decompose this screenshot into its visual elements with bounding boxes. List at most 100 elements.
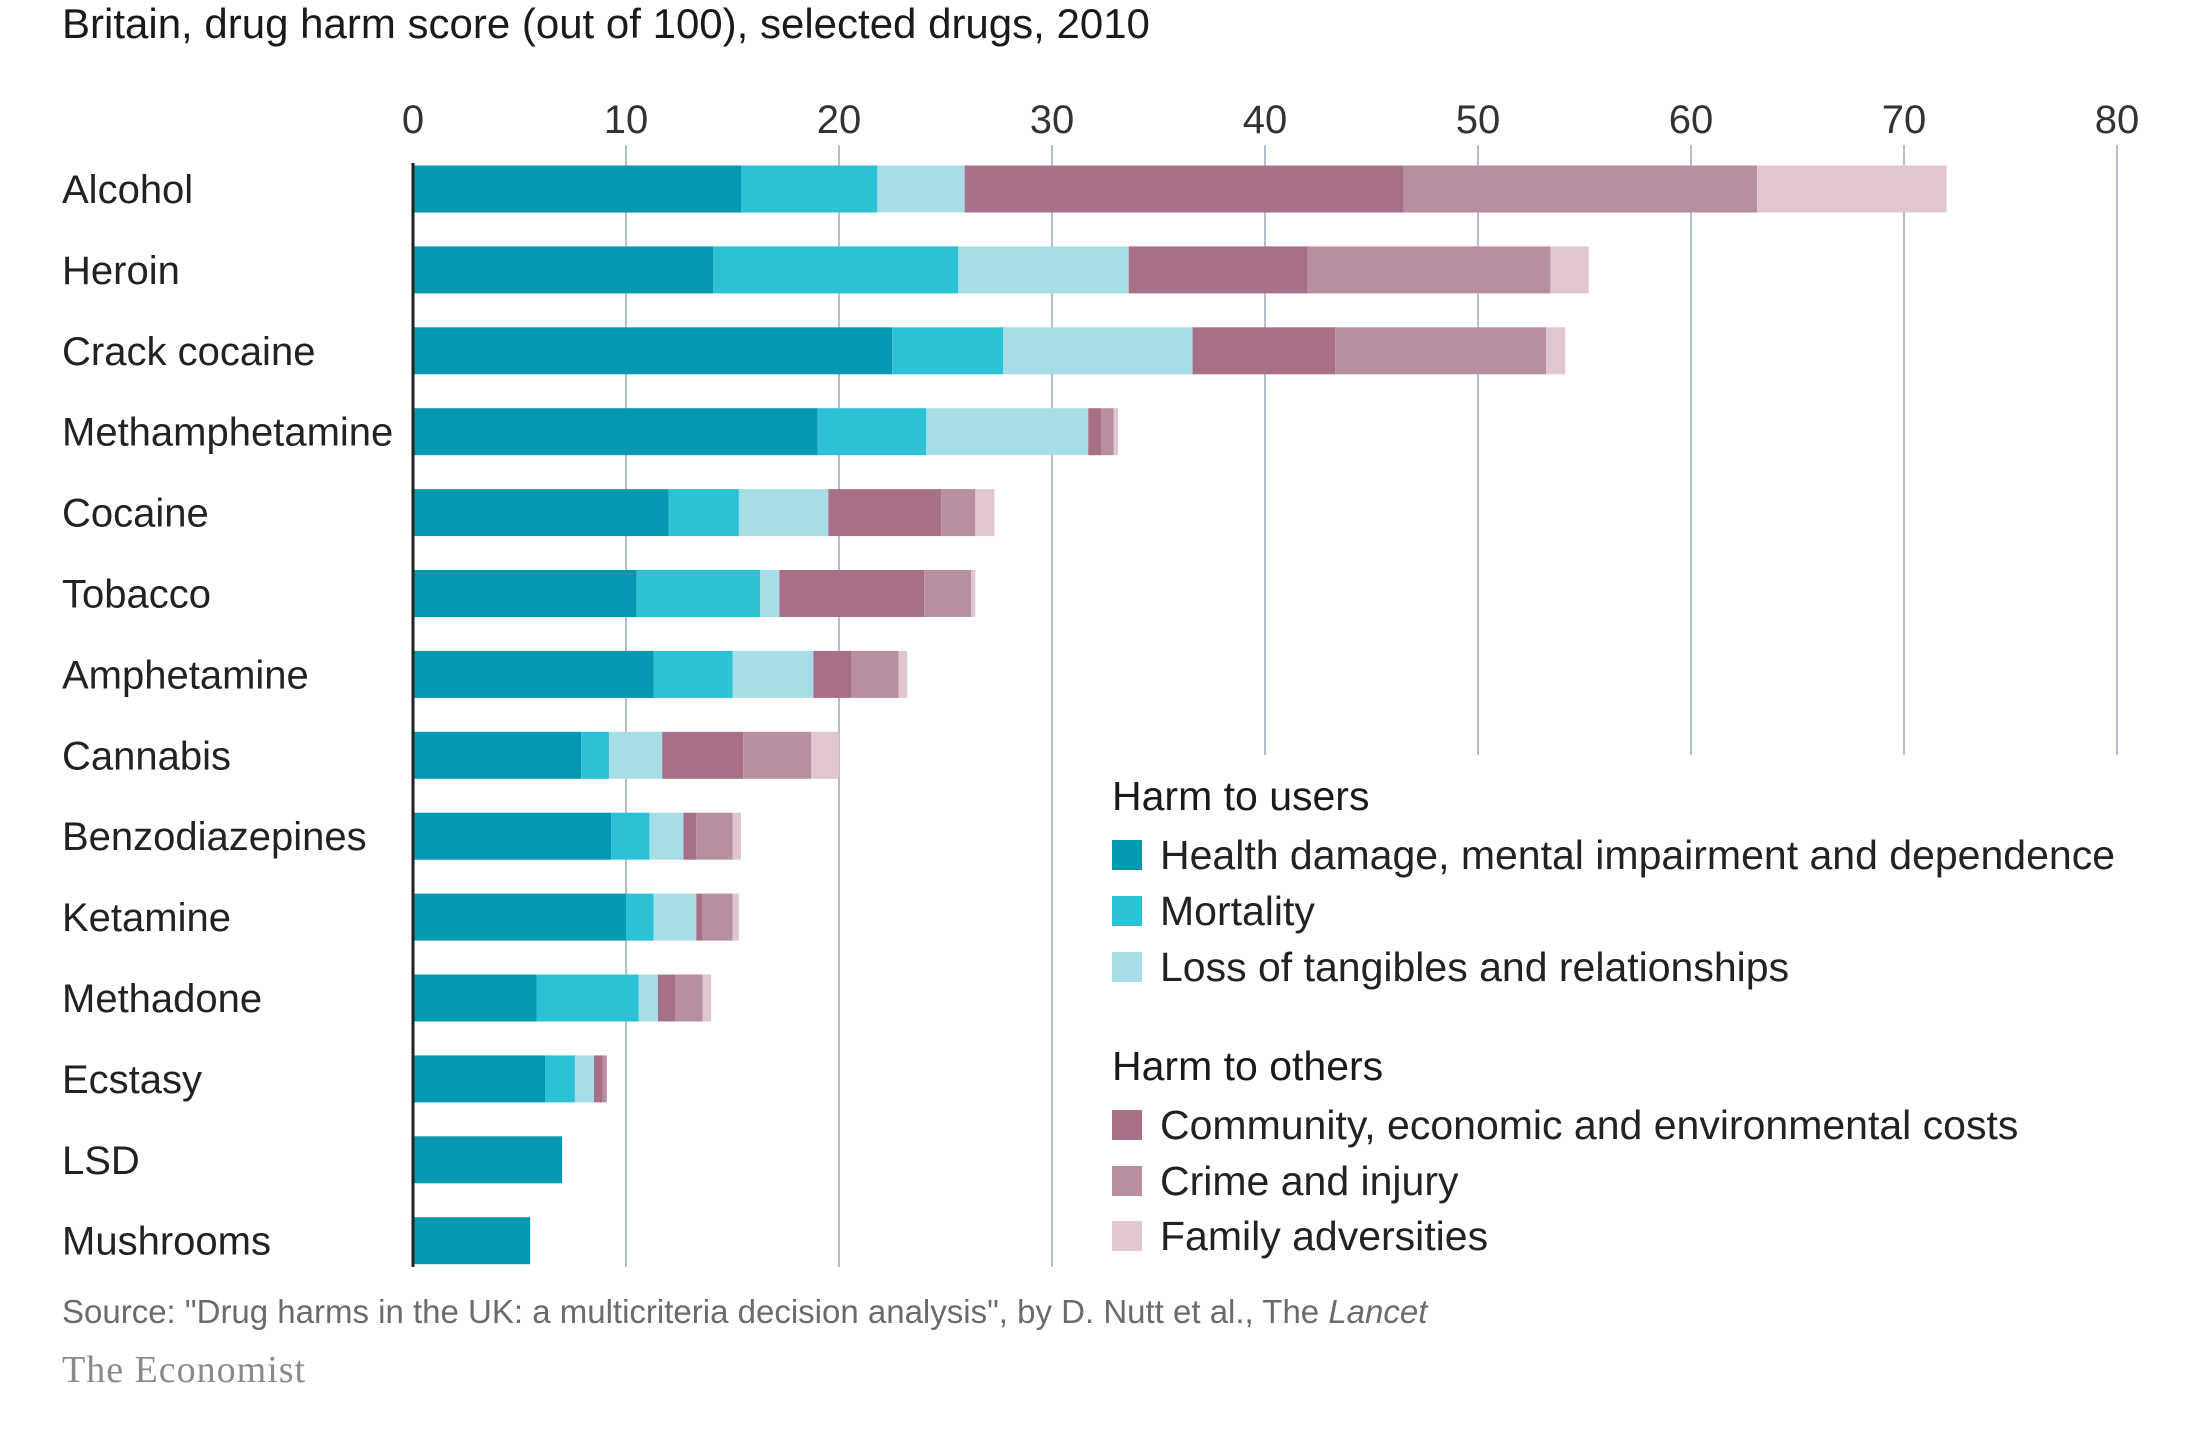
category-label: Crack cocaine: [62, 330, 315, 374]
bar-row: [413, 731, 839, 779]
category-label: Methadone: [62, 977, 262, 1021]
bar-segment: [817, 408, 927, 456]
category-label: Ecstasy: [62, 1058, 202, 1102]
bar-segment: [732, 812, 742, 860]
category-label: LSD: [62, 1139, 140, 1183]
bar-row: [413, 570, 976, 617]
x-tick-label: 10: [604, 98, 649, 142]
bar-segment: [760, 570, 780, 617]
bar-segment: [926, 408, 1089, 456]
bar-row: [413, 974, 712, 1022]
source-note: Source: "Drug harms in the UK: a multicr…: [62, 1293, 1429, 1330]
x-tick-label: 70: [1882, 98, 1927, 142]
legend-label: Community, economic and environmental co…: [1160, 1102, 2018, 1148]
x-tick-label: 80: [2095, 98, 2140, 142]
category-label: Cannabis: [62, 734, 231, 778]
bar-segment: [732, 893, 739, 941]
bar-segment: [413, 1217, 531, 1265]
category-label: Tobacco: [62, 573, 211, 617]
bar-segment: [413, 731, 582, 779]
x-axis-ticks: 0 10 20 30 40 50 60 70 80: [402, 98, 2139, 142]
category-label: Amphetamine: [62, 653, 309, 697]
bar-segment: [779, 570, 925, 617]
category-label: Cocaine: [62, 492, 209, 536]
bar-segment: [413, 165, 742, 213]
bar-row: [413, 1136, 563, 1184]
bar-segment: [1128, 246, 1308, 294]
bar-segment: [674, 974, 703, 1022]
bar-segment: [738, 489, 829, 537]
bar-segment: [941, 489, 976, 537]
legend-swatch: [1112, 896, 1142, 926]
bar-segment: [713, 246, 959, 294]
bar-segment: [743, 731, 812, 779]
source-text: Source: "Drug harms in the UK: a multicr…: [62, 1293, 1328, 1330]
bar-segment: [657, 974, 675, 1022]
bar-segment: [636, 570, 761, 617]
bar-segment: [898, 650, 908, 698]
bar-segment: [971, 570, 976, 617]
bar-segment: [964, 165, 1404, 213]
bar-segment: [1003, 327, 1193, 375]
legend-swatch: [1112, 1221, 1142, 1251]
bar-segment: [413, 650, 654, 698]
bar-segment: [611, 812, 650, 860]
bar-segment: [662, 731, 744, 779]
legend-swatch: [1112, 840, 1142, 870]
legend-label: Health damage, mental impairment and dep…: [1160, 832, 2115, 878]
bar-row: [413, 650, 908, 698]
legend-label: Mortality: [1160, 888, 1315, 934]
brand-logo: The Economist: [62, 1349, 306, 1391]
bar-segment: [811, 731, 839, 779]
bar-segment: [1546, 327, 1566, 375]
category-label: Methamphetamine: [62, 411, 393, 455]
bar-segment: [413, 1136, 563, 1184]
x-tick-label: 0: [402, 98, 424, 142]
bar-segment: [413, 246, 714, 294]
bar-segment: [696, 893, 703, 941]
bar-segment: [653, 893, 697, 941]
x-tick-label: 30: [1030, 98, 1075, 142]
bar-row: [413, 408, 1119, 456]
category-label: Benzodiazepines: [62, 815, 367, 859]
bar-segment: [413, 489, 669, 537]
bar-segment: [975, 489, 995, 537]
bar-segment: [413, 408, 818, 456]
x-tick-label: 40: [1243, 98, 1288, 142]
bar-segment: [813, 650, 852, 698]
chart-title: Britain, drug harm score (out of 100), s…: [62, 0, 1150, 47]
bar-segment: [1192, 327, 1336, 375]
bar-segment: [413, 974, 537, 1022]
category-label: Alcohol: [62, 168, 193, 212]
bar-segment: [413, 812, 612, 860]
bar-segment: [924, 570, 972, 617]
bar-segment: [413, 1055, 546, 1103]
bar-segment: [545, 1055, 575, 1103]
bar-segment: [1088, 408, 1101, 456]
bar-segment: [413, 570, 637, 617]
bar-segment: [536, 974, 639, 1022]
bar-segment: [602, 1055, 607, 1103]
bar-segment: [626, 893, 654, 941]
x-tick-label: 20: [817, 98, 862, 142]
bar-segment: [702, 893, 733, 941]
legend-swatch: [1112, 1166, 1142, 1196]
bar-segment: [668, 489, 739, 537]
bar-segment: [413, 893, 626, 941]
bar-row: [413, 246, 1589, 294]
x-tick-label: 50: [1456, 98, 1501, 142]
bar-segment: [1403, 165, 1758, 213]
bar-segment: [851, 650, 899, 698]
bar-segment: [696, 812, 733, 860]
bar-segment: [683, 812, 697, 860]
bar-segment: [653, 650, 733, 698]
bar-row: [413, 812, 742, 860]
bar-row: [413, 893, 739, 941]
bars: [413, 165, 1947, 1265]
bar-row: [413, 327, 1566, 375]
legend: Harm to users Health damage, mental impai…: [1112, 773, 2115, 1259]
bar-segment: [892, 327, 1004, 375]
bar-row: [413, 489, 995, 537]
bar-segment: [581, 731, 609, 779]
